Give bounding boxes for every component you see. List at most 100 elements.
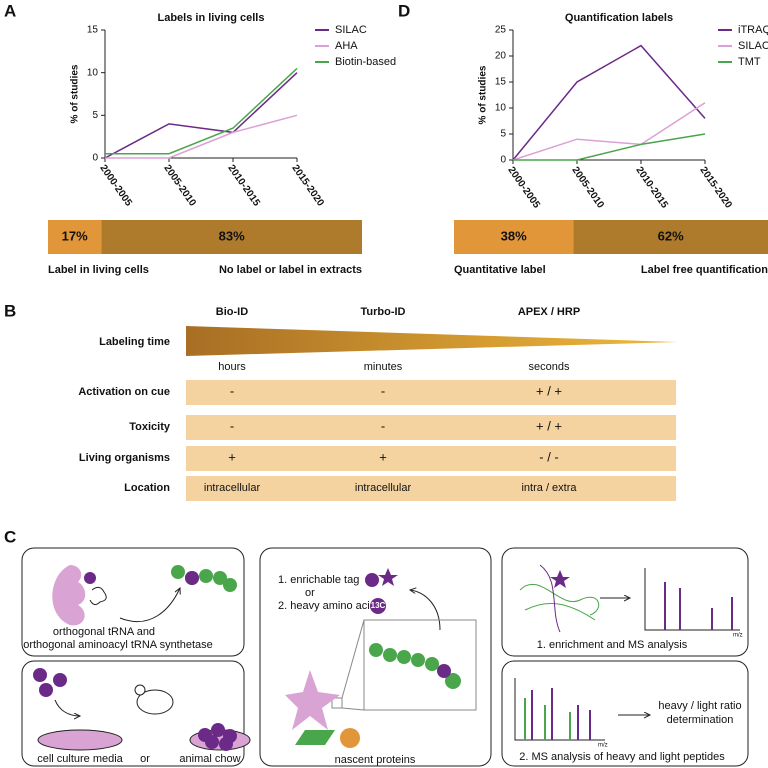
value-label: 38% <box>501 228 527 243</box>
legend-label: TMT <box>738 56 761 68</box>
column-header: Turbo-ID <box>360 306 405 318</box>
line-series <box>512 102 706 161</box>
row-label: Activation on cue <box>78 386 170 398</box>
line-series <box>105 67 298 155</box>
zoom-box <box>363 619 477 711</box>
x-tick-label: 2000-2005 <box>97 163 134 209</box>
box <box>21 547 245 657</box>
y-tick-label: 10 <box>87 67 99 78</box>
x-tick-label: 2005-2010 <box>569 165 606 211</box>
cell: intra / extra <box>521 482 577 494</box>
y-tick-label: 25 <box>495 25 507 36</box>
caption: orthogonal aminoacyl tRNA synthetase <box>23 639 213 651</box>
line-series <box>105 114 298 159</box>
caption: heavy / light ratio <box>658 700 741 712</box>
value-label: 17% <box>62 228 88 243</box>
row-background <box>186 415 676 440</box>
bar-segment <box>454 220 574 254</box>
y-axis-label: % of studies <box>478 65 489 124</box>
line-series <box>513 133 706 161</box>
mouse-ear <box>134 684 146 696</box>
cell: intracellular <box>204 482 261 494</box>
axis-label: m/z <box>733 633 743 639</box>
cell: + <box>379 449 387 464</box>
star-icon <box>550 570 570 588</box>
legend-label: Biotin-based <box>335 56 396 68</box>
caption: determination <box>667 714 734 726</box>
caption: orthogonal tRNA and <box>53 626 155 638</box>
caption: 1. enrichable tag <box>278 574 359 586</box>
panel-letter: A <box>4 1 16 20</box>
dish-icon <box>37 729 123 751</box>
cell: - <box>230 383 234 398</box>
bar-category: Label in living cells <box>48 264 149 276</box>
protein-chain <box>171 565 237 592</box>
nascent-chain <box>369 643 461 689</box>
cell: - <box>230 418 234 433</box>
synthetase-icon <box>52 565 86 626</box>
amino-acid-icon <box>84 572 96 584</box>
caption: 2. heavy amino acid <box>278 600 376 612</box>
bar-segment <box>573 220 768 254</box>
chow-icon <box>198 723 237 751</box>
amino-acids <box>33 668 67 697</box>
spectrum-peaks <box>524 688 591 740</box>
x-tick-label: 2010-2015 <box>225 163 262 209</box>
row-label: Toxicity <box>129 421 171 433</box>
legend-label: iTRAQ <box>738 24 768 36</box>
x-tick-label: 2005-2010 <box>161 163 198 209</box>
panel-c: orthogonal tRNA and orthogonal aminoacyl… <box>21 547 749 767</box>
y-tick-label: 20 <box>495 51 507 62</box>
y-axis-label: % of studies <box>70 64 81 123</box>
gradient-wedge <box>186 326 678 356</box>
time-label: seconds <box>529 361 570 373</box>
peptide-icon <box>519 583 600 616</box>
zoom-line <box>341 619 365 699</box>
row-label: Location <box>124 482 170 494</box>
row-background <box>186 446 676 471</box>
isotope-label: 13C <box>371 601 386 610</box>
ribosome-icon <box>285 670 340 730</box>
column-header: Bio-ID <box>216 306 248 318</box>
panel-letter: C <box>4 527 16 546</box>
caption: or <box>140 753 150 765</box>
peptide-icon <box>524 602 596 621</box>
star-icon <box>378 568 398 586</box>
y-tick-label: 5 <box>92 110 98 121</box>
cell: + / + <box>536 418 562 433</box>
bar-category: No label or label in extracts <box>219 264 362 276</box>
legend-label: SILAC <box>738 40 768 52</box>
value-label: 62% <box>658 228 684 243</box>
shape-icon <box>340 728 360 748</box>
caption: nascent proteins <box>335 754 416 766</box>
box <box>501 660 749 767</box>
cell: - <box>381 418 385 433</box>
box <box>21 660 245 767</box>
shape-icon <box>295 730 335 745</box>
y-tick-label: 15 <box>495 77 507 88</box>
bar-category: Label free quantification <box>641 264 768 276</box>
arrow <box>119 588 180 623</box>
bar-segment <box>101 220 362 254</box>
cell: + / + <box>536 383 562 398</box>
y-tick-label: 0 <box>92 153 98 164</box>
y-tick-label: 5 <box>500 129 506 140</box>
tag-icon <box>365 573 379 587</box>
cell: + <box>228 449 236 464</box>
x-tick-label: 2015-2020 <box>697 165 734 211</box>
time-label: hours <box>218 361 246 373</box>
box <box>501 547 749 657</box>
legend-label: AHA <box>335 40 358 52</box>
isotope-icon <box>370 598 386 614</box>
caption: 2. MS analysis of heavy and light peptid… <box>519 751 725 763</box>
spectrum-axis <box>644 568 740 631</box>
time-label: minutes <box>364 361 403 373</box>
cell: - <box>381 383 385 398</box>
zoom-origin <box>331 697 343 709</box>
mouse-icon <box>136 689 174 715</box>
bar-segment <box>48 220 102 254</box>
panel-letter: B <box>4 301 16 320</box>
cell: - / - <box>539 449 559 464</box>
